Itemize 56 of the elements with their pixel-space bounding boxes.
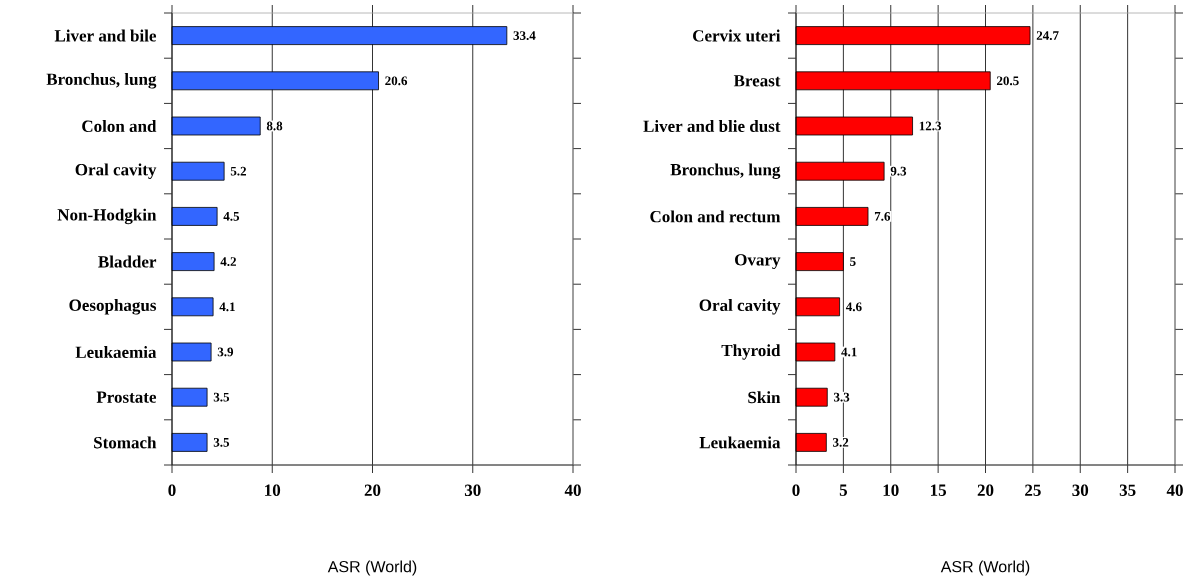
x-tick-label: 30 xyxy=(1072,484,1089,496)
data-label: 24.7 xyxy=(1036,31,1059,41)
y-tick-label: Stomach xyxy=(94,436,157,449)
y-tick-label: Liver and bile xyxy=(54,29,157,42)
data-label: 9.3 xyxy=(890,166,907,176)
y-tick-label: Colon and rectum xyxy=(650,210,781,223)
y-tick-label: Prostate xyxy=(96,391,157,403)
data-label: 4.6 xyxy=(845,302,862,312)
y-tick-label: Bronchus, lung xyxy=(46,73,157,89)
y-tick-label: Liver and blie dust xyxy=(643,120,781,132)
data-label: 4.5 xyxy=(223,212,240,221)
data-label: 3.9 xyxy=(217,347,234,357)
y-tick-label: Skin xyxy=(748,391,781,404)
x-tick-label: 40 xyxy=(564,484,581,496)
y-tick-label: Thyroid xyxy=(721,344,781,360)
y-tick-label: Oesophagus xyxy=(69,299,157,315)
data-label: 3.5 xyxy=(213,438,230,447)
x-tick-label: 20 xyxy=(977,484,994,496)
data-label: 3.3 xyxy=(833,392,850,402)
data-label: 5 xyxy=(850,257,856,266)
data-label: 7.6 xyxy=(874,212,891,221)
y-tick-label: Ovary xyxy=(735,254,781,270)
x-axis-title: ASR (World) xyxy=(940,560,1030,576)
y-tick-label: Leukaemia xyxy=(699,436,781,449)
y-tick-label: Oral cavity xyxy=(699,299,781,315)
data-label: 3.5 xyxy=(213,392,230,402)
y-tick-label: Oral cavity xyxy=(75,163,157,179)
data-label: 5.2 xyxy=(230,166,247,176)
x-tick-label: 25 xyxy=(1025,484,1041,496)
data-label: 33.4 xyxy=(513,31,536,41)
x-tick-label: 10 xyxy=(883,484,899,496)
x-axis-title: ASR (World) xyxy=(327,560,417,576)
y-tick-label: Cervix uteri xyxy=(693,29,781,42)
y-tick-label: Breast xyxy=(733,75,781,87)
x-tick-label: 40 xyxy=(1166,484,1183,496)
x-tick-label: 15 xyxy=(930,484,947,496)
y-tick-label: Bladder xyxy=(98,255,157,268)
data-label: 4.1 xyxy=(841,347,857,357)
y-tick-label: Non-Hodgkin xyxy=(57,208,157,225)
data-label: 4.1 xyxy=(219,302,235,312)
data-label: 20.6 xyxy=(385,76,408,86)
y-tick-label: Bronchus, lung xyxy=(670,163,781,179)
data-label: 4.2 xyxy=(220,257,236,267)
x-tick-label: 0 xyxy=(792,484,800,496)
data-label: 8.8 xyxy=(266,121,283,131)
y-tick-label: Colon and xyxy=(82,120,157,132)
x-tick-label: 0 xyxy=(168,484,176,496)
x-tick-label: 30 xyxy=(464,484,481,496)
data-label: 20.5 xyxy=(996,76,1019,86)
x-tick-label: 35 xyxy=(1119,484,1136,496)
data-label: 12.3 xyxy=(919,121,942,131)
x-tick-label: 20 xyxy=(364,484,381,496)
data-label: 3.2 xyxy=(833,438,849,447)
x-tick-label: 5 xyxy=(839,484,848,496)
y-tick-label: Leukaemia xyxy=(75,346,157,358)
x-tick-label: 10 xyxy=(265,484,281,496)
